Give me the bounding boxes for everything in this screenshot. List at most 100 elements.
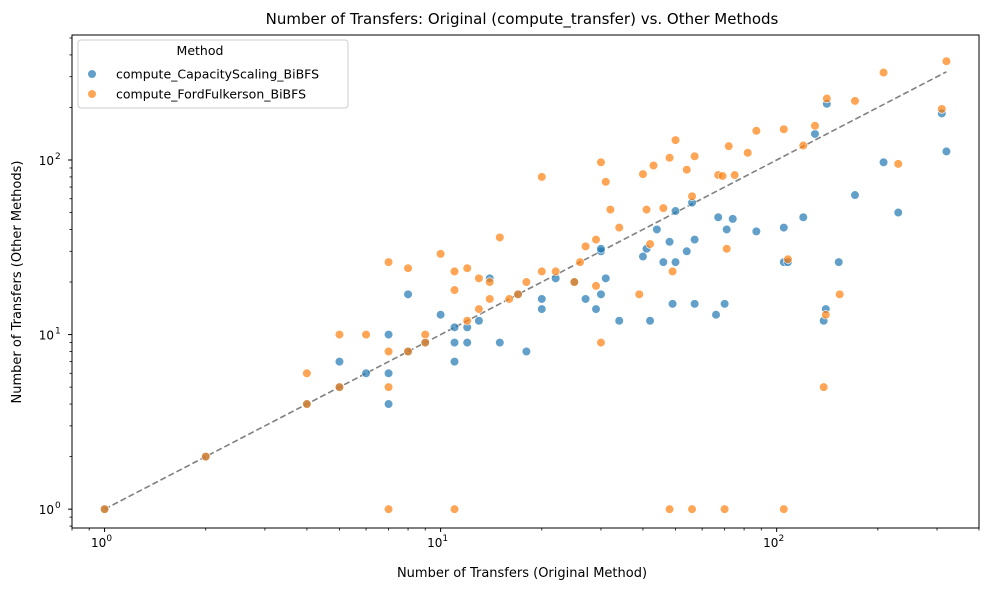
data-point xyxy=(779,504,789,514)
data-point xyxy=(495,232,505,243)
data-point xyxy=(551,266,561,277)
data-point xyxy=(779,223,789,233)
data-point xyxy=(513,289,523,299)
data-point xyxy=(645,239,655,249)
data-point xyxy=(383,399,394,409)
data-point xyxy=(403,289,413,299)
data-point xyxy=(403,346,413,357)
data-point xyxy=(436,249,446,259)
data-point xyxy=(474,316,484,326)
data-point xyxy=(201,452,211,462)
data-point xyxy=(591,235,601,245)
data-point xyxy=(822,93,832,104)
data-point xyxy=(504,294,514,304)
data-point xyxy=(667,266,678,277)
data-point xyxy=(711,310,721,320)
data-point xyxy=(893,159,903,169)
legend-label-fordfulkerson: compute_FordFulkerson_BiBFS xyxy=(116,87,306,102)
data-point xyxy=(474,273,484,283)
data-point xyxy=(591,304,601,314)
data-point xyxy=(449,337,460,348)
legend-title: Method xyxy=(177,43,224,58)
data-point xyxy=(850,96,860,106)
x-tick-label: 101 xyxy=(427,534,448,550)
data-point xyxy=(383,382,394,392)
x-tick-label: 102 xyxy=(763,534,784,550)
identity-reference-line xyxy=(104,71,947,510)
data-point xyxy=(783,254,793,264)
plot-frame xyxy=(71,34,980,529)
data-point xyxy=(667,299,678,309)
y-tick-exponent: 1 xyxy=(55,327,61,337)
data-point xyxy=(302,399,312,409)
data-point xyxy=(420,329,430,340)
data-point xyxy=(722,244,732,254)
data-point xyxy=(664,504,675,514)
data-point xyxy=(682,246,692,256)
data-point xyxy=(521,346,532,357)
data-point xyxy=(302,368,312,378)
data-point xyxy=(591,281,601,291)
y-tick-exponent: 2 xyxy=(55,152,61,162)
data-point xyxy=(713,212,723,222)
data-point xyxy=(537,172,547,182)
data-point xyxy=(819,382,829,392)
data-point xyxy=(403,263,413,273)
data-point xyxy=(537,294,547,304)
data-point xyxy=(383,346,394,357)
data-point xyxy=(485,294,495,304)
data-point xyxy=(937,104,947,114)
data-point xyxy=(449,285,460,295)
data-point xyxy=(638,251,648,262)
data-point xyxy=(614,223,624,233)
data-point xyxy=(670,135,681,145)
data-point xyxy=(652,224,662,235)
data-point xyxy=(420,337,430,348)
data-point xyxy=(810,129,820,139)
data-point xyxy=(720,504,730,514)
data-point xyxy=(779,124,789,134)
data-point xyxy=(893,207,903,218)
data-point xyxy=(810,121,820,131)
data-point xyxy=(596,337,606,348)
data-point xyxy=(690,299,700,309)
data-point xyxy=(383,368,394,378)
data-point xyxy=(717,171,728,181)
data-point xyxy=(580,241,591,251)
data-point xyxy=(383,257,394,267)
data-point xyxy=(798,212,808,222)
data-point xyxy=(634,289,644,299)
data-point xyxy=(638,169,648,179)
data-point xyxy=(821,310,831,320)
data-point xyxy=(664,153,675,163)
data-point xyxy=(835,289,845,299)
data-point xyxy=(462,263,472,273)
data-point xyxy=(449,357,460,367)
y-tick-exponent: 0 xyxy=(55,501,61,511)
data-point xyxy=(645,316,655,326)
data-point xyxy=(941,146,952,157)
data-point xyxy=(751,126,761,136)
data-point xyxy=(449,266,460,277)
legend-label-capacityscaling: compute_CapacityScaling_BiBFS xyxy=(116,67,319,82)
data-point xyxy=(596,157,606,167)
data-point xyxy=(941,56,952,66)
data-point xyxy=(648,160,659,171)
chart-title: Number of Transfers: Original (compute_t… xyxy=(266,10,779,29)
data-point xyxy=(462,337,472,348)
data-point xyxy=(690,151,700,161)
data-point xyxy=(596,289,606,299)
data-point xyxy=(537,266,547,277)
data-point xyxy=(575,257,585,267)
x-tick-exponent: 1 xyxy=(442,534,448,544)
data-point xyxy=(878,67,889,78)
data-point xyxy=(658,257,668,267)
data-point xyxy=(614,316,624,326)
data-point xyxy=(596,244,606,254)
data-point xyxy=(383,329,394,340)
data-point xyxy=(361,329,371,340)
y-tick-label: 10 xyxy=(39,503,54,517)
data-point xyxy=(449,504,460,514)
data-point xyxy=(383,504,394,514)
